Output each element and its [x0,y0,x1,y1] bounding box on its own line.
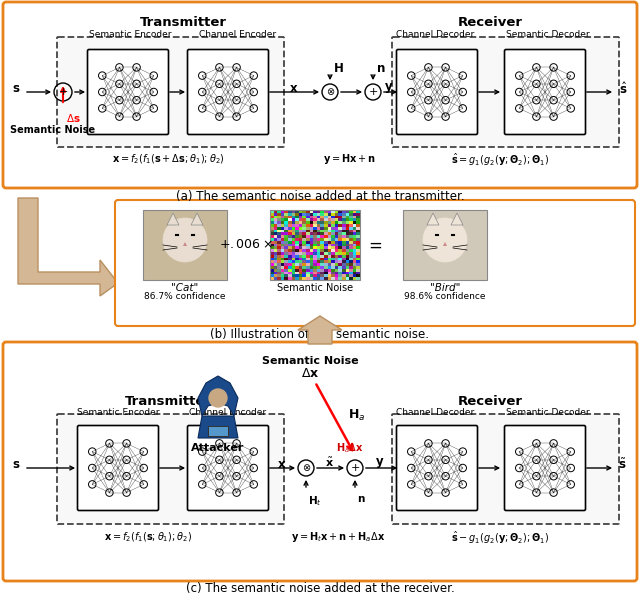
Text: $\hat{\mathbf{s}}=g_1\left(g_2(\mathbf{y};\boldsymbol{\Theta}_2);\boldsymbol{\Th: $\hat{\mathbf{s}}=g_1\left(g_2(\mathbf{y… [451,152,549,168]
Text: 86.7% confidence: 86.7% confidence [144,292,226,301]
Text: $\mathbf{x}$: $\mathbf{x}$ [289,81,299,95]
FancyBboxPatch shape [143,210,227,280]
Text: +: + [368,87,378,97]
Text: $\mathbf{H}$: $\mathbf{H}$ [333,61,344,75]
FancyBboxPatch shape [57,414,284,524]
Text: $\hat{\mathbf{s}}-g_1\left(g_2(\mathbf{y};\boldsymbol{\Theta}_2);\boldsymbol{\Th: $\hat{\mathbf{s}}-g_1\left(g_2(\mathbf{y… [451,530,549,546]
Text: Receiver: Receiver [458,16,522,29]
Text: $\Delta\mathbf{x}$: $\Delta\mathbf{x}$ [301,367,319,380]
FancyBboxPatch shape [208,426,228,436]
Text: ⊗: ⊗ [302,463,310,473]
FancyBboxPatch shape [392,414,619,524]
Text: $\mathbf{y}$: $\mathbf{y}$ [384,81,394,95]
Text: +: + [350,463,360,473]
Text: $\mathbf{s}$: $\mathbf{s}$ [12,459,20,471]
FancyBboxPatch shape [504,426,586,510]
Text: $\mathbf{n}$: $\mathbf{n}$ [376,61,385,75]
Polygon shape [167,213,179,225]
Text: +: + [58,87,68,97]
Text: Transmitter: Transmitter [140,16,227,29]
Text: $\tilde{\mathbf{x}}$: $\tilde{\mathbf{x}}$ [326,456,335,468]
Text: $\mathbf{n}$: $\mathbf{n}$ [357,494,365,504]
Circle shape [209,389,227,407]
Polygon shape [18,198,118,296]
Text: Channel Decoder: Channel Decoder [396,30,474,39]
FancyBboxPatch shape [3,2,637,188]
FancyBboxPatch shape [77,426,159,510]
FancyBboxPatch shape [57,37,284,147]
Text: Channel Encoder: Channel Encoder [189,408,267,417]
Text: Semantic Decoder: Semantic Decoder [506,408,590,417]
FancyBboxPatch shape [88,49,168,134]
Polygon shape [198,376,238,416]
Text: (c) The semantic noise added at the receiver.: (c) The semantic noise added at the rece… [186,582,454,595]
Polygon shape [198,416,238,438]
Polygon shape [183,242,187,246]
FancyBboxPatch shape [188,426,269,510]
Text: $\mathbf{H}_t$: $\mathbf{H}_t$ [308,494,322,508]
Text: $\mathbf{y}=\mathbf{H}_t\mathbf{x}+\mathbf{n}+\mathbf{H}_a\Delta\mathbf{x}$: $\mathbf{y}=\mathbf{H}_t\mathbf{x}+\math… [291,530,385,544]
Text: Semantic Noise: Semantic Noise [277,283,353,293]
Text: "Bird": "Bird" [430,283,460,293]
Text: $\mathbf{x}$: $\mathbf{x}$ [277,458,287,471]
Text: $\mathbf{y}$: $\mathbf{y}$ [375,456,385,470]
Text: Semantic Encoder: Semantic Encoder [77,408,159,417]
Text: $\Delta\mathbf{s}$: $\Delta\mathbf{s}$ [66,112,81,124]
Circle shape [423,218,467,262]
Text: Semantic Noise: Semantic Noise [10,125,95,135]
FancyBboxPatch shape [115,200,635,326]
Text: Semantic Decoder: Semantic Decoder [506,30,590,39]
Text: ⊗: ⊗ [326,87,334,97]
FancyBboxPatch shape [392,37,619,147]
FancyBboxPatch shape [397,426,477,510]
FancyBboxPatch shape [504,49,586,134]
Polygon shape [451,213,463,225]
Text: $\mathbf{s}$: $\mathbf{s}$ [12,82,20,96]
FancyBboxPatch shape [3,342,637,581]
Text: $\mathbf{x}=f_2\left(f_1(\mathbf{s};\theta_1);\theta_2\right)$: $\mathbf{x}=f_2\left(f_1(\mathbf{s};\the… [104,530,192,544]
Text: "Cat": "Cat" [172,283,198,293]
Text: $\mathbf{y} = \mathbf{H}\mathbf{x}+\mathbf{n}$: $\mathbf{y} = \mathbf{H}\mathbf{x}+\math… [323,152,376,166]
Polygon shape [298,316,342,344]
FancyBboxPatch shape [397,49,477,134]
Text: $\mathbf{x}=f_2\left(f_1(\mathbf{s}+\Delta\mathbf{s};\theta_1);\theta_2\right)$: $\mathbf{x}=f_2\left(f_1(\mathbf{s}+\Del… [112,152,224,166]
Text: (a) The semantic noise added at the transmitter.: (a) The semantic noise added at the tran… [176,190,464,203]
Text: $+.006\times$: $+.006\times$ [219,238,273,252]
Text: 98.6% confidence: 98.6% confidence [404,292,486,301]
Text: Channel Decoder: Channel Decoder [396,408,474,417]
Text: Semantic Encoder: Semantic Encoder [89,30,172,39]
Text: $=$: $=$ [365,236,383,254]
Text: Receiver: Receiver [458,395,522,408]
Text: Semantic Noise: Semantic Noise [262,356,358,366]
Polygon shape [191,213,203,225]
Text: $\hat{\mathbf{s}}$: $\hat{\mathbf{s}}$ [619,81,627,97]
FancyBboxPatch shape [403,210,487,280]
Polygon shape [427,213,439,225]
Text: Channel Encoder: Channel Encoder [200,30,276,39]
Polygon shape [443,242,447,246]
Text: $\tilde{\mathbf{s}}$: $\tilde{\mathbf{s}}$ [618,458,627,472]
Text: $\mathbf{H}_a$: $\mathbf{H}_a$ [348,408,365,423]
Text: Transmitter: Transmitter [125,395,211,408]
Text: Attacker: Attacker [191,443,244,453]
Text: (b) Illustration of the semantic noise.: (b) Illustration of the semantic noise. [211,328,429,341]
Circle shape [163,218,207,262]
FancyBboxPatch shape [188,49,269,134]
Text: $\mathbf{H}_a\Delta\mathbf{x}$: $\mathbf{H}_a\Delta\mathbf{x}$ [336,441,364,455]
